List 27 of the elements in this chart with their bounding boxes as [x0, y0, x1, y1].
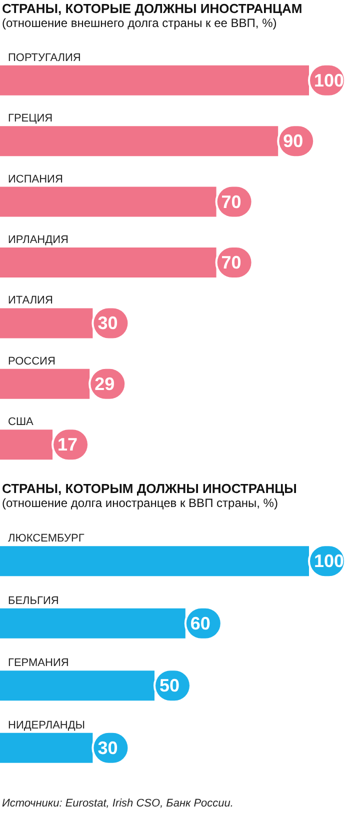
- data-label: 100: [314, 551, 344, 572]
- y-tick-label: ИТАЛИЯ: [8, 294, 53, 307]
- chart-title: СТРАНЫ, КОТОРЫМ ДОЛЖНЫ ИНОСТРАНЦЫ: [2, 481, 297, 496]
- data-label: 90: [283, 131, 304, 152]
- y-tick-label: США: [8, 416, 34, 428]
- y-tick-label: НИДЕРЛАНДЫ: [8, 719, 86, 732]
- text: Источники: Eurostat, Irish CSO, Банк России.: [2, 798, 234, 810]
- data-label: 29: [94, 374, 115, 394]
- chart-subtitle: (отношение внешнего долга страны к ее ВВП, %): [2, 16, 277, 30]
- y-tick-label: ИСПАНИЯ: [8, 173, 63, 186]
- data-label: 30: [98, 313, 118, 334]
- data-label: 100: [314, 70, 344, 90]
- y-tick-label: ГРЕЦИЯ: [8, 112, 53, 125]
- y-tick-label: ИРЛАНДИЯ: [8, 234, 68, 246]
- y-tick-label: ПОРТУГАЛИЯ: [8, 52, 81, 64]
- y-tick-label: РОССИЯ: [8, 355, 56, 368]
- data-label: 70: [221, 252, 242, 272]
- data-label: 50: [160, 676, 180, 696]
- data-label: 30: [98, 738, 118, 758]
- chart-title: СТРАНЫ, КОТОРЫЕ ДОЛЖНЫ ИНОСТРАНЦАМ: [2, 1, 302, 16]
- y-tick-label: ГЕРМАНИЯ: [8, 657, 69, 670]
- chart-subtitle: (отношение долга иностранцев к ВВП страны, %): [2, 496, 278, 510]
- data-label: 60: [190, 613, 210, 634]
- y-tick-label: БЕЛЬГИЯ: [8, 594, 59, 607]
- data-label: 70: [221, 192, 242, 212]
- y-tick-label: ЛЮКСЕМБУРГ: [8, 532, 84, 545]
- data-label: 17: [58, 434, 78, 455]
